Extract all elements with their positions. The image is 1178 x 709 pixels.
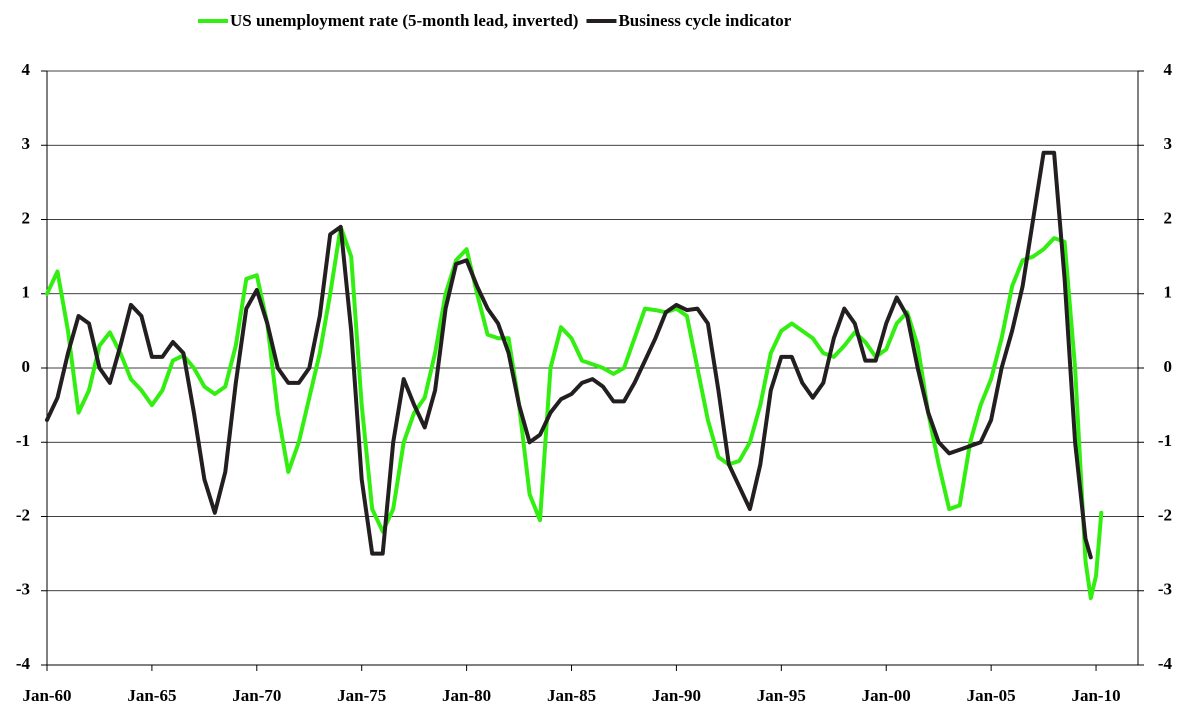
x-tick-label: Jan-95 [757, 686, 806, 705]
x-tick-label: Jan-90 [652, 686, 701, 705]
y2-tick-label: 2 [1164, 208, 1173, 227]
x-tick-label: Jan-75 [337, 686, 386, 705]
y-tick-label: -2 [16, 505, 30, 524]
y-tick-label: 0 [22, 357, 31, 376]
y2-tick-label: 1 [1164, 283, 1173, 302]
x-tick-label: Jan-60 [22, 686, 71, 705]
x-tick-label: Jan-80 [442, 686, 491, 705]
y-tick-label: 3 [22, 134, 31, 153]
y2-tick-label: -1 [1158, 431, 1172, 450]
series-line [45, 224, 1104, 601]
y-tick-label: 1 [22, 283, 31, 302]
x-tick-label: Jan-70 [232, 686, 281, 705]
y2-tick-label: 0 [1164, 357, 1173, 376]
x-tick-label: Jan-85 [547, 686, 596, 705]
y-tick-label: -4 [16, 654, 31, 673]
x-tick-label: Jan-00 [862, 686, 911, 705]
y-tick-label: -3 [16, 580, 30, 599]
y2-tick-label: -3 [1158, 580, 1172, 599]
y2-tick-label: -2 [1158, 505, 1172, 524]
y-tick-label: 4 [22, 60, 31, 79]
legend-label: Business cycle indicator [618, 11, 791, 30]
legend: US unemployment rate (5-month lead, inve… [198, 11, 792, 30]
x-tick-label: Jan-10 [1071, 686, 1120, 705]
y2-tick-label: 3 [1164, 134, 1173, 153]
y-tick-label: -1 [16, 431, 30, 450]
series-line [45, 150, 1093, 560]
x-tick-label: Jan-05 [967, 686, 1016, 705]
y-tick-label: 2 [22, 208, 31, 227]
y2-tick-label: -4 [1158, 654, 1173, 673]
legend-label: US unemployment rate (5-month lead, inve… [230, 11, 578, 30]
x-tick-label: Jan-65 [127, 686, 176, 705]
y2-tick-label: 4 [1164, 60, 1173, 79]
